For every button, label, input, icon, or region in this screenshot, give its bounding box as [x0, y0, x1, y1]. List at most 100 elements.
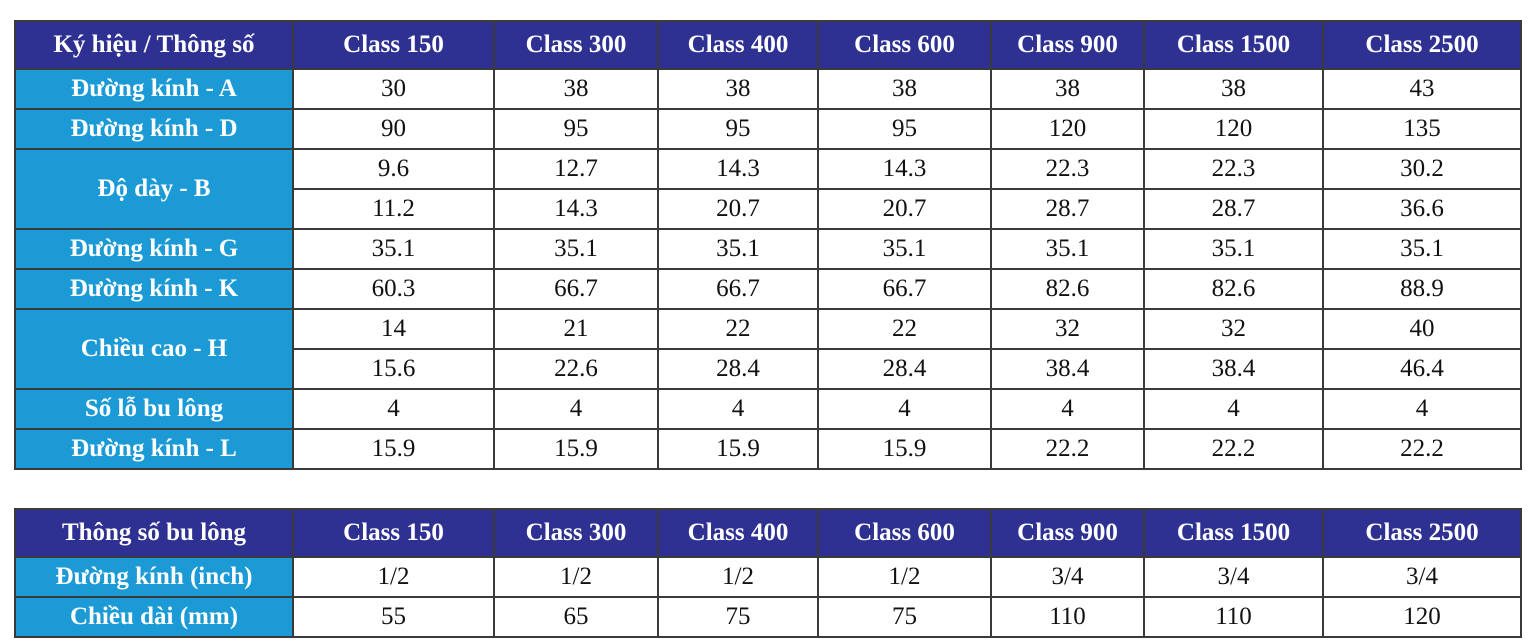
- row-label: Đường kính - K: [14, 268, 294, 310]
- value-cell: 15.9: [817, 428, 992, 470]
- value-cell: 28.4: [657, 348, 819, 390]
- row-label: Đường kính (inch): [14, 556, 294, 598]
- value-cell: 120: [1143, 108, 1324, 150]
- header-cell: Class 600: [817, 20, 992, 70]
- value-cell: 43: [1322, 68, 1522, 110]
- value-cell: 11.2: [292, 188, 495, 230]
- value-cell: 22.3: [1143, 148, 1324, 190]
- value-cell: 95: [493, 108, 659, 150]
- value-cell: 55: [292, 596, 495, 638]
- data-row: Số lỗ bu lông 4 4 4 4 4 4 4: [14, 388, 1522, 430]
- value-cell: 4: [1143, 388, 1324, 430]
- value-cell: 4: [292, 388, 495, 430]
- value-cell: 46.4: [1322, 348, 1522, 390]
- value-cell: 20.7: [817, 188, 992, 230]
- value-cell: 88.9: [1322, 268, 1522, 310]
- row-label: Đường kính - A: [14, 68, 294, 110]
- value-cell: 1/2: [657, 556, 819, 598]
- header-cell: Class 300: [493, 508, 659, 558]
- value-cell: 4: [493, 388, 659, 430]
- value-cell: 35.1: [493, 228, 659, 270]
- value-cell: 95: [657, 108, 819, 150]
- value-cell: 22.2: [1143, 428, 1324, 470]
- value-cell: 38: [493, 68, 659, 110]
- value-cell: 3/4: [1322, 556, 1522, 598]
- value-cell: 32: [1143, 308, 1324, 350]
- value-cell: 38.4: [990, 348, 1145, 390]
- value-cell: 82.6: [990, 268, 1145, 310]
- value-cell: 120: [1322, 596, 1522, 638]
- header-cell: Class 300: [493, 20, 659, 70]
- value-cell: 35.1: [1322, 228, 1522, 270]
- value-cell: 66.7: [657, 268, 819, 310]
- value-cell: 60.3: [292, 268, 495, 310]
- data-row: Đường kính - D 90 95 95 95 120 120 135: [14, 108, 1522, 150]
- row-label: Chiều dài (mm): [14, 596, 294, 638]
- header-cell: Class 900: [990, 508, 1145, 558]
- value-cell: 22.3: [990, 148, 1145, 190]
- header-cell: Class 150: [292, 508, 495, 558]
- value-cell: 35.1: [1143, 228, 1324, 270]
- value-cell: 14: [292, 308, 495, 350]
- header-cell: Class 2500: [1322, 508, 1522, 558]
- value-cell: 3/4: [990, 556, 1145, 598]
- data-row: Độ dày - B 9.6 12.7 14.3 14.3 22.3 22.3 30.2: [14, 148, 1522, 230]
- value-cell: 82.6: [1143, 268, 1324, 310]
- value-cell: 20.7: [657, 188, 819, 230]
- bolt-table: Thông số bu lông Class 150 Class 300 Class …: [14, 508, 1522, 638]
- header-row: Thông số bu lông Class 150 Class 300 Class …: [14, 508, 1522, 558]
- header-cell: Class 900: [990, 20, 1145, 70]
- value-cell: 22: [817, 308, 992, 350]
- value-cell: 40: [1322, 308, 1522, 350]
- value-cell: 32: [990, 308, 1145, 350]
- header-cell: Class 400: [657, 508, 819, 558]
- value-cell: 1/2: [292, 556, 495, 598]
- value-cell: 35.1: [990, 228, 1145, 270]
- value-cell: 14.3: [657, 148, 819, 190]
- value-cell: 4: [990, 388, 1145, 430]
- value-cell: 22.2: [990, 428, 1145, 470]
- row-label: Đường kính - L: [14, 428, 294, 470]
- header-row: Ký hiệu / Thông số Class 150 Class 300 Clas…: [14, 20, 1522, 70]
- value-cell: 30: [292, 68, 495, 110]
- flange-table: Ký hiệu / Thông số Class 150 Class 300 Clas…: [14, 20, 1522, 470]
- value-cell: 1/2: [817, 556, 992, 598]
- value-cell: 38.4: [1143, 348, 1324, 390]
- value-cell: 15.6: [292, 348, 495, 390]
- value-cell: 3/4: [1143, 556, 1324, 598]
- value-cell: 75: [817, 596, 992, 638]
- data-row: Chiều cao - H 14 21 22 22 32 32 40: [14, 308, 1522, 390]
- value-cell: 90: [292, 108, 495, 150]
- value-cell: 135: [1322, 108, 1522, 150]
- data-row: 11.2 14.3 20.7 20.7 28.7 28.7 36.6: [15, 188, 1522, 230]
- data-row: Đường kính - G 35.1 35.1 35.1 35.1 35.1 35.1 35…: [14, 228, 1522, 270]
- value-cell: 110: [990, 596, 1145, 638]
- value-cell: 30.2: [1322, 148, 1522, 190]
- row-label: Đường kính - D: [14, 108, 294, 150]
- value-cell: 15.9: [657, 428, 819, 470]
- value-cell: 15.9: [493, 428, 659, 470]
- header-cell: Class 400: [657, 20, 819, 70]
- value-cell: 38: [1143, 68, 1324, 110]
- data-row: Chiều dài (mm) 55 65 75 75 110 110 120: [14, 596, 1522, 638]
- value-cell: 120: [990, 108, 1145, 150]
- value-cell: 36.6: [1322, 188, 1522, 230]
- value-cell: 4: [817, 388, 992, 430]
- header-cell: Thông số bu lông: [14, 508, 294, 558]
- value-cell: 15.9: [292, 428, 495, 470]
- value-cell: 66.7: [817, 268, 992, 310]
- value-cell: 38: [990, 68, 1145, 110]
- value-cell: 22: [657, 308, 819, 350]
- row-label: Độ dày - B: [14, 148, 294, 230]
- value-cell: 38: [657, 68, 819, 110]
- data-row: Đường kính - A 30 38 38 38 38 38 43: [14, 68, 1522, 110]
- value-cell: 28.4: [817, 348, 992, 390]
- header-cell: Class 150: [292, 20, 495, 70]
- value-cell: 14.3: [493, 188, 659, 230]
- value-cell: 9.6: [292, 148, 495, 190]
- value-cell: 35.1: [292, 228, 495, 270]
- value-cell: 110: [1143, 596, 1324, 638]
- data-row: Đường kính - L 15.9 15.9 15.9 15.9 22.2 22.2 22…: [14, 428, 1522, 470]
- value-cell: 21: [493, 308, 659, 350]
